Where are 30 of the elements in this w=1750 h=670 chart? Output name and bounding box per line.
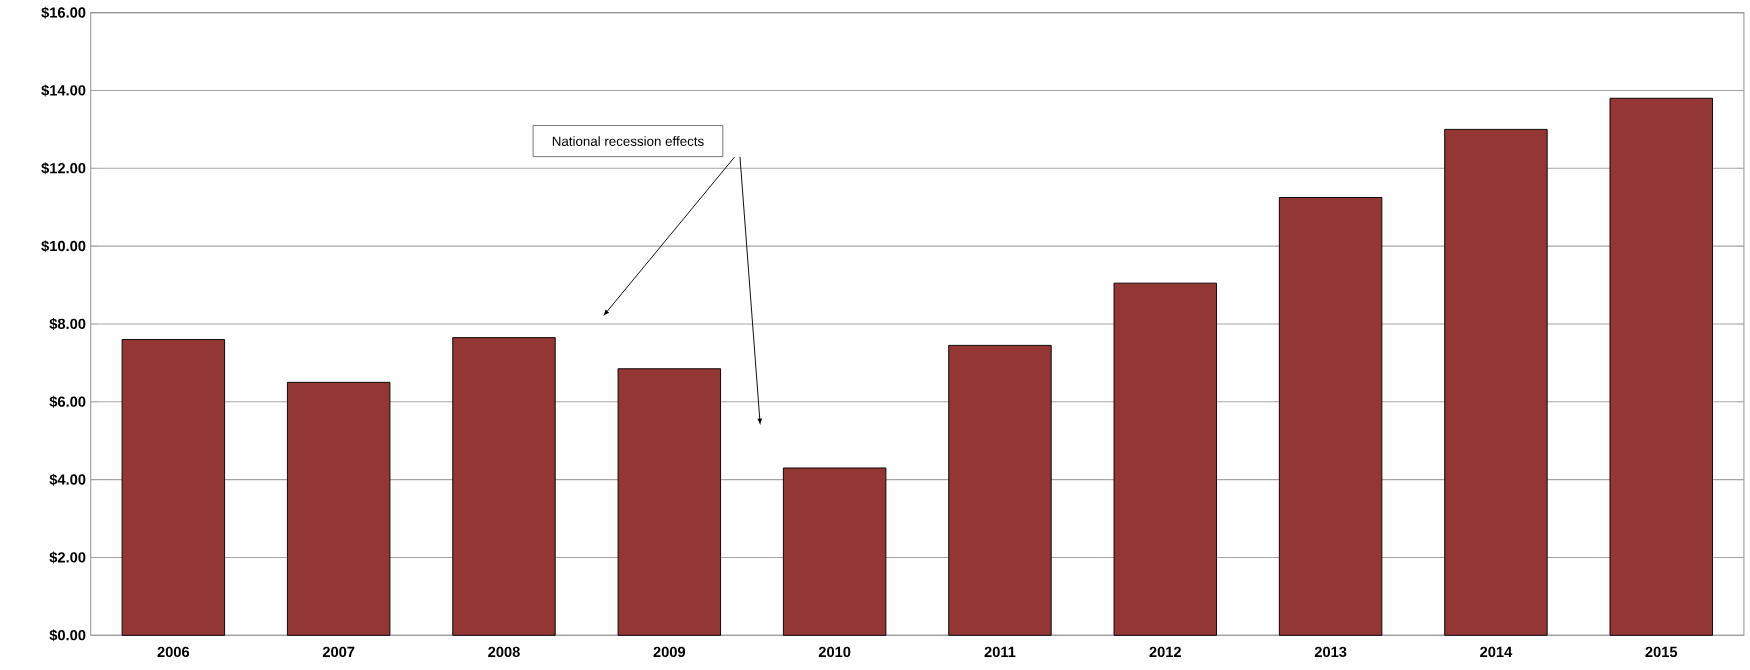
x-tick-label: 2008 — [488, 646, 520, 658]
bar — [286, 381, 391, 636]
x-tick-label: 2006 — [157, 646, 190, 658]
y-tick-label: $4.00 — [49, 473, 86, 486]
x-tick-label: 2013 — [1314, 646, 1347, 658]
x-tick-label: 2012 — [1149, 646, 1181, 658]
annotation: National recession effects — [552, 136, 704, 146]
bar — [1444, 128, 1548, 636]
x-tick-label: 2015 — [1645, 646, 1678, 658]
x-tick-label: 2007 — [322, 646, 355, 658]
bar — [121, 339, 226, 636]
y-tick-label: $12.00 — [41, 162, 86, 175]
x-tick-label: 2009 — [653, 646, 686, 658]
bar — [948, 344, 1052, 636]
y-tick-label: $10.00 — [41, 240, 86, 253]
y-tick-label: $8.00 — [49, 318, 86, 330]
bar — [617, 368, 722, 636]
y-tick-label: $6.00 — [49, 395, 86, 408]
bar — [1278, 197, 1383, 636]
y-tick-label: $14.00 — [41, 84, 86, 97]
bar — [452, 337, 556, 636]
bar — [1609, 97, 1713, 636]
y-tick-label: $0.00 — [49, 629, 86, 642]
bar — [1113, 282, 1217, 636]
x-tick-label: 2011 — [984, 646, 1016, 658]
x-tick-label: 2014 — [1480, 646, 1513, 658]
y-tick-label: $2.00 — [49, 551, 86, 564]
bar — [782, 467, 887, 636]
x-tick-label: 2010 — [818, 646, 851, 658]
y-tick-label: $16.00 — [41, 6, 86, 19]
